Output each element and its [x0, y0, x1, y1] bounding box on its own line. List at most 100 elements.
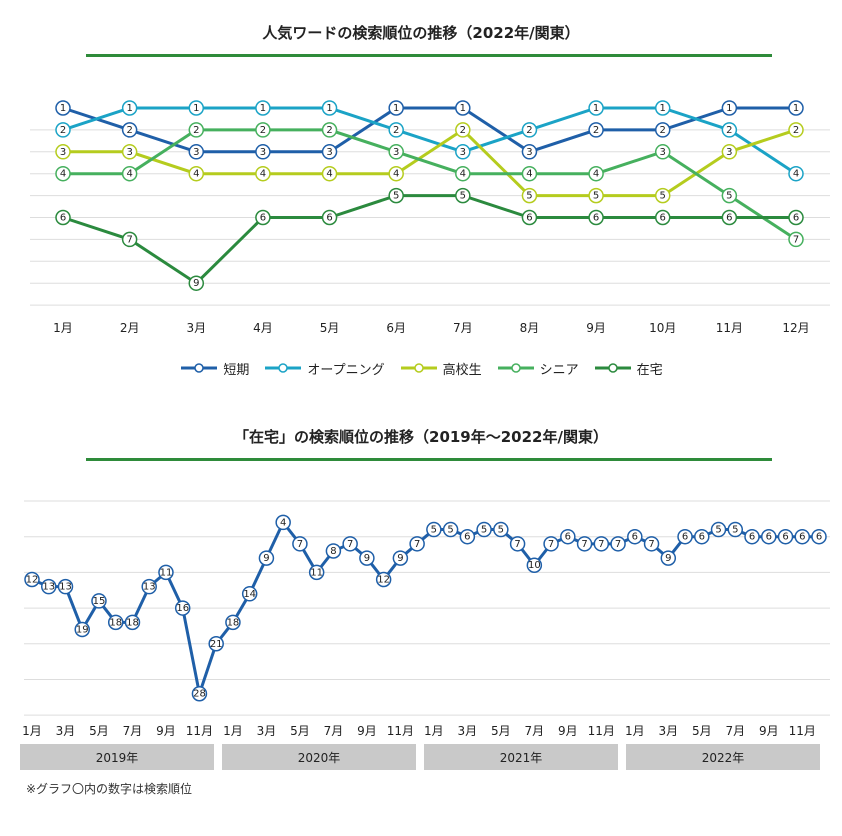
chart1-point-label: 5: [526, 191, 532, 202]
chart1-series-line-4: [62, 194, 796, 286]
chart1-point-label: 1: [60, 103, 66, 114]
chart2-point-label: 6: [565, 532, 571, 543]
chart2-point: [342, 536, 358, 552]
chart1-point-label: 2: [260, 125, 266, 136]
chart2-point: [40, 578, 57, 595]
chart2-x-tick: 11月: [186, 724, 213, 738]
chart2-point-label: 5: [498, 525, 504, 536]
chart2-x-tick: 7月: [324, 724, 344, 738]
chart1-series-line-2: [63, 127, 797, 198]
chart1-point-label: 2: [460, 125, 466, 136]
chart1-point: [721, 144, 738, 160]
chart1-point-label: 4: [393, 169, 399, 180]
chart2-point: [158, 564, 174, 581]
chart1-point-label: 5: [660, 191, 666, 202]
chart1-legend: 短期 オープニング 高校生 シニア 在宅: [0, 358, 842, 378]
chart1-point-label: 3: [326, 147, 332, 158]
footnote: ※グラフ〇内の数字は検索順位: [26, 782, 193, 796]
chart2-point-label: 9: [665, 553, 671, 564]
chart1-point: [321, 100, 338, 116]
chart2-point-label: 6: [799, 532, 805, 543]
legend-swatch: [497, 363, 534, 373]
chart2-point-label: 28: [193, 689, 206, 700]
legend-label: オープニング: [307, 362, 385, 378]
chart1-point: [55, 122, 71, 138]
chart1-series-line-3: [63, 128, 797, 241]
chart1-point: [255, 122, 271, 138]
chart1-point-label: 6: [793, 213, 799, 224]
chart1-point-label: 4: [193, 169, 199, 180]
chart2-point-label: 7: [548, 539, 554, 550]
chart1-point: [121, 122, 138, 138]
chart1-point-label: 2: [193, 125, 199, 136]
chart2-x-tick: 9月: [156, 724, 176, 738]
legend-label: シニア: [539, 362, 579, 378]
chart2-point-label: 6: [782, 532, 788, 543]
chart1-title-rule: [86, 54, 772, 57]
chart1-point-label: 5: [726, 191, 732, 202]
chart2-point-label: 7: [648, 539, 654, 550]
chart2-x-tick: 5月: [290, 724, 310, 738]
chart1-point-label: 3: [60, 147, 66, 158]
chart2-point: [727, 521, 744, 538]
chart2-x-tick: 3月: [257, 724, 277, 738]
chart1-x-tick: 7月: [453, 321, 473, 335]
chart1-point-label: 3: [526, 147, 532, 158]
chart2-point-label: 11: [160, 567, 173, 578]
year-band-2022: 2022年: [626, 744, 820, 770]
chart1-point-label: 1: [593, 103, 599, 114]
chart2-title: 「在宅」の検索順位の推移（2019年～2022年/関東）: [234, 428, 608, 446]
chart1-point: [121, 165, 138, 182]
chart2-point-label: 7: [514, 539, 520, 550]
chart2-point-label: 6: [766, 532, 772, 543]
chart2-x-tick: 9月: [558, 724, 578, 738]
chart2-point-label: 6: [682, 532, 688, 543]
chart1-point: [588, 122, 604, 138]
chart2-point-label: 5: [481, 525, 487, 536]
chart2-point: [241, 586, 258, 602]
chart1-point-label: 2: [393, 125, 399, 136]
chart2-point: [627, 528, 643, 545]
chart1-point-label: 6: [60, 213, 66, 224]
chart2-point-label: 8: [330, 546, 336, 557]
legend-item: 短期: [179, 359, 249, 378]
chart2-point-label: 7: [598, 539, 604, 550]
chart2-point: [191, 685, 208, 702]
chart1-point-label: 2: [326, 125, 332, 136]
chart2-point-label: 6: [699, 532, 705, 543]
chart2-point: [677, 528, 693, 545]
chart1-point-label: 6: [526, 213, 532, 224]
chart2-point: [526, 557, 543, 573]
chart1-x-tick: 6月: [386, 321, 406, 335]
chart2-x-tick: 3月: [56, 724, 76, 738]
chart2-point: [576, 536, 593, 552]
chart2-point-label: 4: [280, 517, 286, 528]
chart2-x-tick: 5月: [692, 724, 712, 738]
chart1-point: [654, 187, 671, 204]
chart1-point-label: 4: [326, 169, 332, 180]
chart2-point: [292, 536, 308, 552]
chart1-point: [55, 144, 71, 160]
year-band-2021: 2021年: [424, 744, 618, 770]
chart1-point: [721, 187, 738, 204]
chart1-point-label: 2: [726, 125, 732, 136]
chart1-point-label: 5: [393, 191, 399, 202]
chart2-point-label: 5: [447, 525, 453, 536]
chart1-point: [455, 100, 471, 116]
chart1-point: [455, 187, 471, 204]
chart2-point: [409, 536, 425, 552]
chart1-point: [521, 144, 538, 160]
legend-swatch: [181, 363, 218, 373]
chart1-point: [588, 209, 604, 226]
chart2-x-tick: 3月: [458, 724, 478, 738]
chart2-point: [761, 528, 777, 545]
chart2-point: [225, 614, 241, 631]
chart1-point-label: 4: [60, 169, 66, 180]
chart2-point: [493, 521, 509, 538]
chart1-point: [788, 231, 804, 248]
chart1-point-label: 4: [260, 169, 266, 180]
chart1-point-label: 3: [193, 147, 199, 158]
chart2-point: [660, 550, 677, 566]
chart1-point: [388, 144, 404, 160]
chart1-point: [121, 100, 138, 116]
